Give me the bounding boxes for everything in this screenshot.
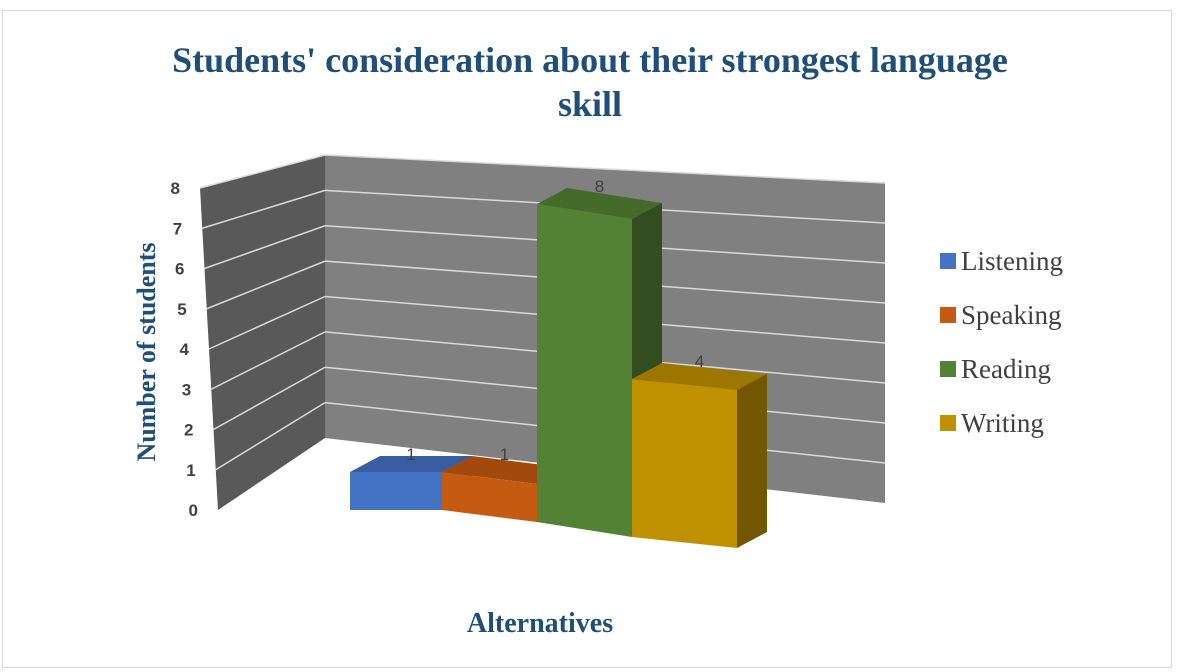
legend-label: Speaking: [961, 299, 1062, 330]
bar-writing: [632, 363, 767, 548]
chart-title: Students' consideration about their stro…: [172, 40, 1008, 124]
bar-front-face: [350, 472, 442, 510]
y-tick-label: 5: [177, 300, 186, 319]
y-tick-label: 7: [173, 219, 182, 238]
y-tick-label: 4: [180, 340, 190, 359]
legend-swatch: [940, 307, 956, 323]
bar-side-face: [737, 374, 767, 548]
gridline-back: [324, 154, 886, 184]
y-tick-label: 0: [189, 501, 198, 520]
bar-top-face: [537, 188, 662, 219]
legend-label: Writing: [961, 407, 1044, 438]
side-wall: [200, 155, 325, 510]
gridline-side: [206, 260, 326, 310]
legend-swatch: [940, 253, 956, 269]
legend-label: Listening: [961, 245, 1063, 276]
data-label: 8: [595, 177, 604, 196]
bar-front-face: [442, 472, 537, 522]
legend: Listening Speaking Reading Writing: [940, 234, 1063, 450]
x-axis-title: Alternatives: [466, 608, 614, 639]
gridline-side: [204, 225, 326, 270]
y-tick-label: 2: [184, 421, 193, 440]
gridline-side: [210, 331, 326, 390]
bar-top-face: [350, 456, 472, 472]
y-tick-label: 3: [182, 380, 191, 399]
gridline-side: [215, 401, 326, 471]
bar-top-face: [632, 363, 767, 390]
legend-label: Reading: [961, 353, 1051, 384]
bar-front-face: [632, 379, 737, 548]
y-tick-label: 8: [171, 179, 180, 198]
bar-top-face: [442, 456, 567, 484]
gridline-side: [199, 154, 326, 189]
gridline-side: [213, 366, 326, 431]
legend-item-reading: Reading: [940, 342, 1063, 396]
data-label: 1: [406, 445, 415, 464]
y-tick-label: 1: [186, 461, 195, 480]
legend-swatch: [940, 361, 956, 377]
legend-swatch: [940, 415, 956, 431]
legend-item-writing: Writing: [940, 396, 1063, 450]
data-label: 4: [695, 352, 704, 371]
bar-front-face: [537, 204, 632, 537]
data-label: 1: [500, 445, 509, 464]
y-tick-labels: 0 1 2 3 4 5 6 7 8: [171, 179, 198, 520]
bars: [350, 188, 767, 548]
y-tick-label: 6: [175, 260, 184, 279]
legend-item-listening: Listening: [940, 234, 1063, 288]
data-labels: 1 1 8 4: [406, 177, 704, 464]
gridline-side: [202, 189, 326, 229]
gridline-side: [208, 295, 326, 350]
legend-item-speaking: Speaking: [940, 288, 1063, 342]
